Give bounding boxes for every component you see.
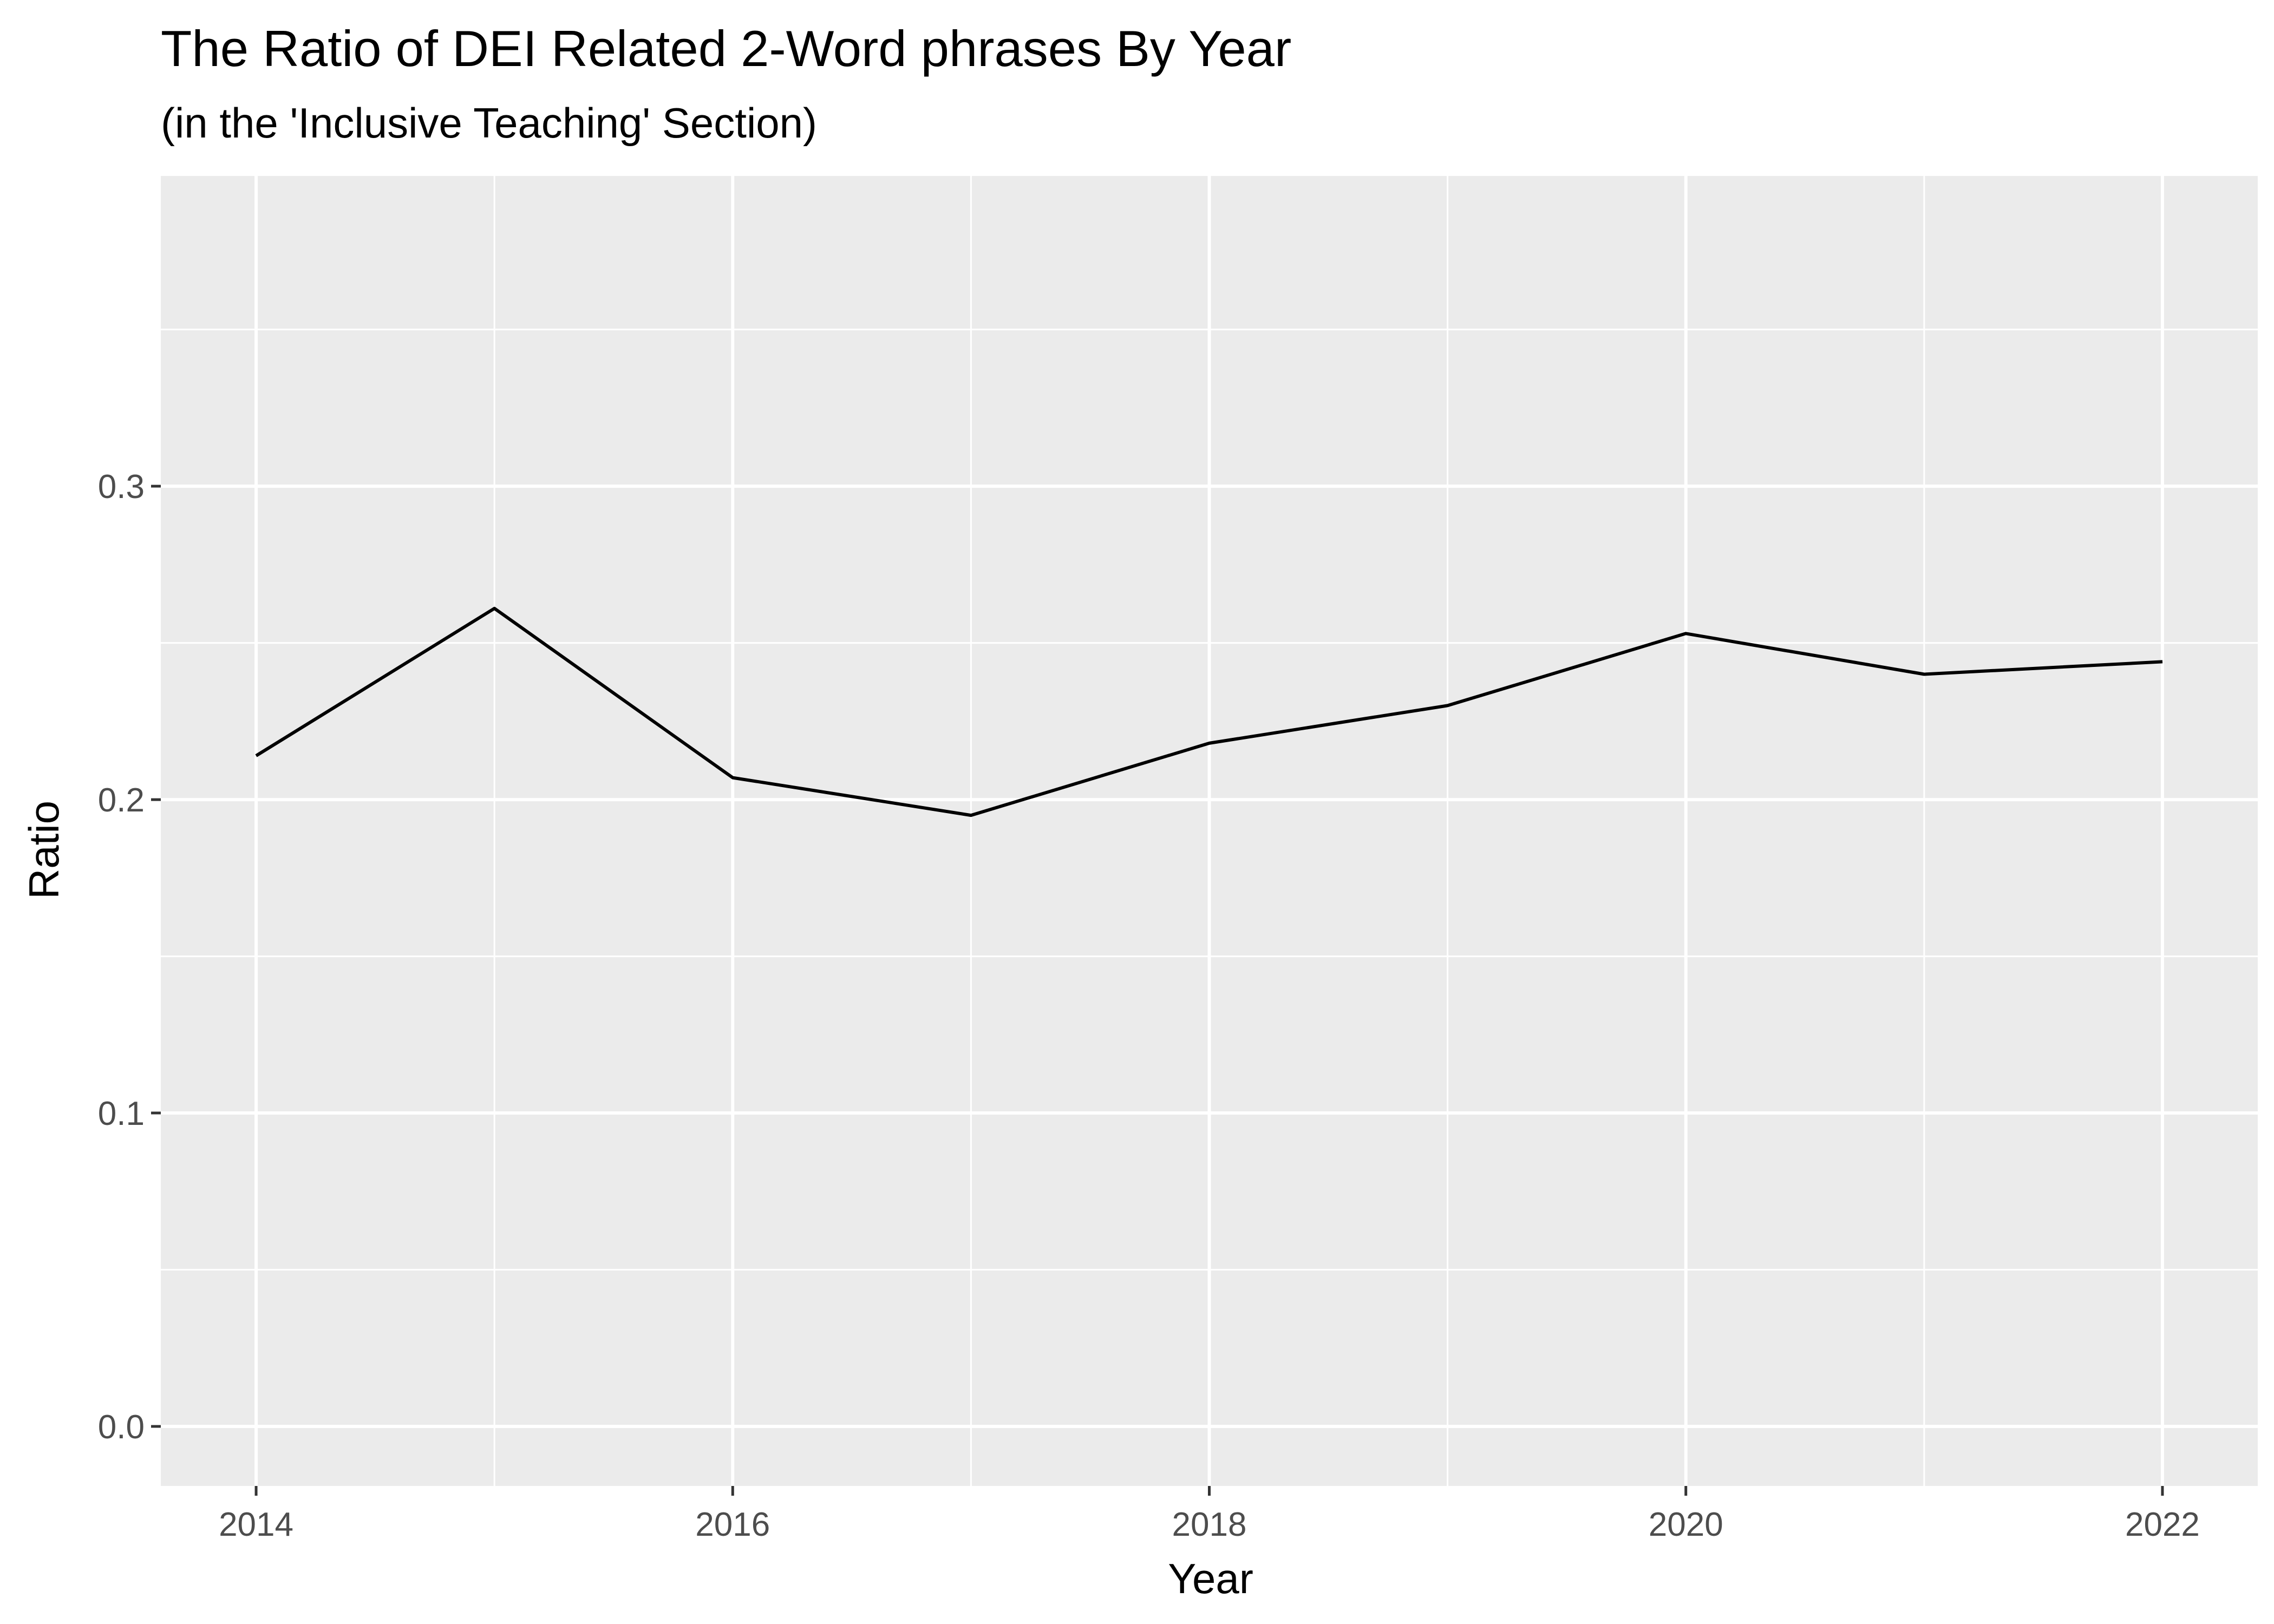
chart-subtitle: (in the 'Inclusive Teaching' Section) [161,99,817,147]
y-axis-title: Ratio [20,801,68,899]
x-tick-label: 2016 [695,1506,770,1543]
y-tick-label: 0.2 [98,782,145,819]
y-tick-label: 0.1 [98,1095,145,1132]
major-gridlines [161,176,2258,1486]
axis-ticks: 0.0 0.1 0.2 0.3 2014 2016 2018 2020 2022 [98,468,2200,1543]
chart-title: The Ratio of DEI Related 2-Word phrases … [161,20,1291,77]
y-tick-label: 0.0 [98,1409,145,1446]
x-tick-label: 2014 [219,1506,293,1543]
series-layer [255,606,2163,817]
x-axis-title: Year [1168,1555,1253,1602]
x-tick-label: 2022 [2125,1506,2200,1543]
y-tick-label: 0.3 [98,468,145,506]
series-line [255,606,2163,817]
x-tick-label: 2018 [1172,1506,1247,1543]
x-tick-label: 2020 [1649,1506,1723,1543]
